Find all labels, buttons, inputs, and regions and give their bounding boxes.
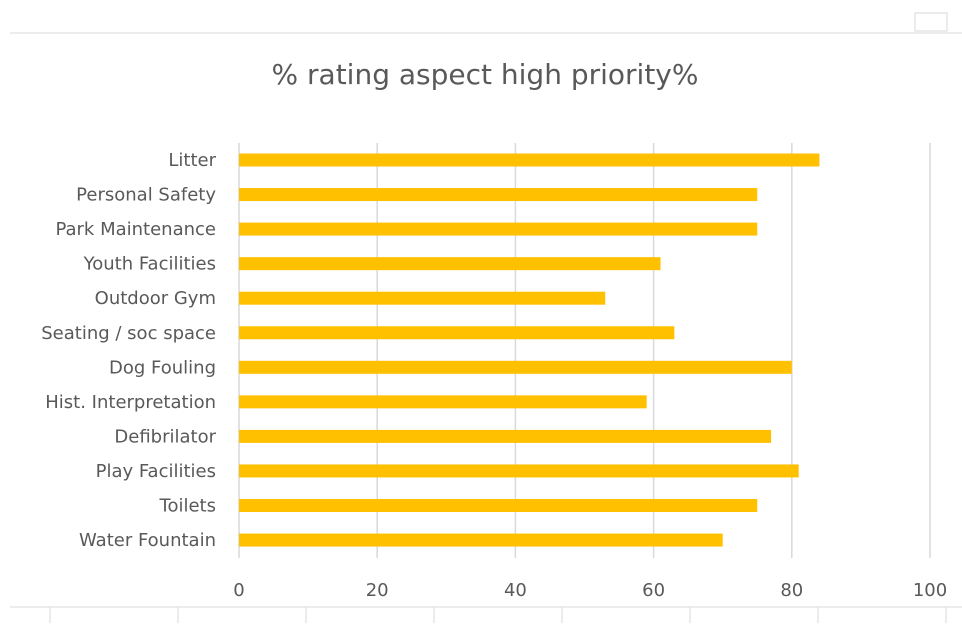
gridlines	[238, 143, 931, 558]
bar-water-fountain	[239, 533, 723, 547]
category-label-park-maintenance: Park Maintenance	[55, 219, 216, 240]
category-label-litter: Litter	[168, 150, 216, 171]
category-label-toilets: Toilets	[159, 496, 216, 517]
category-label-outdoor-gym: Outdoor Gym	[95, 288, 216, 309]
bar-dog-fouling	[239, 360, 792, 374]
x-tick-label-0: 0	[233, 580, 244, 601]
x-tick-label-80: 80	[780, 580, 803, 601]
category-label-water-fountain: Water Fountain	[79, 530, 216, 551]
category-label-seating-soc-space: Seating / soc space	[41, 323, 216, 344]
chart-title: % rating aspect high priority%	[272, 58, 699, 91]
category-label-dog-fouling: Dog Fouling	[109, 357, 216, 378]
bar-park-maintenance	[239, 222, 758, 236]
bar-toilets	[239, 499, 758, 512]
bar-defibrilator	[239, 429, 772, 443]
bar-hist-interpretation	[239, 395, 647, 409]
bar-play-facilities	[239, 464, 799, 478]
category-label-personal-safety: Personal Safety	[76, 185, 216, 206]
x-tick-label-20: 20	[366, 580, 389, 601]
category-label-play-facilities: Play Facilities	[96, 461, 216, 482]
x-tick-label-100: 100	[913, 580, 947, 601]
x-tick-label-60: 60	[642, 580, 665, 601]
category-label-defibrilator: Defibrilator	[114, 426, 216, 447]
category-label-hist-interpretation: Hist. Interpretation	[45, 392, 216, 413]
bars	[239, 153, 820, 547]
bar-outdoor-gym	[239, 291, 606, 305]
bar-youth-facilities	[239, 257, 661, 271]
frame-corner-box	[914, 12, 948, 32]
category-label-youth-facilities: Youth Facilities	[83, 254, 216, 275]
category-labels: Litter Personal Safety Park Maintenance You…	[41, 150, 216, 551]
bar-litter	[239, 153, 820, 167]
x-tick-label-40: 40	[504, 580, 527, 601]
bar-personal-safety	[239, 188, 758, 202]
x-tick-labels: 0 20 40 60 80 100	[233, 580, 947, 601]
chart-frame	[10, 12, 962, 623]
bar-seating-soc-space	[239, 326, 675, 340]
